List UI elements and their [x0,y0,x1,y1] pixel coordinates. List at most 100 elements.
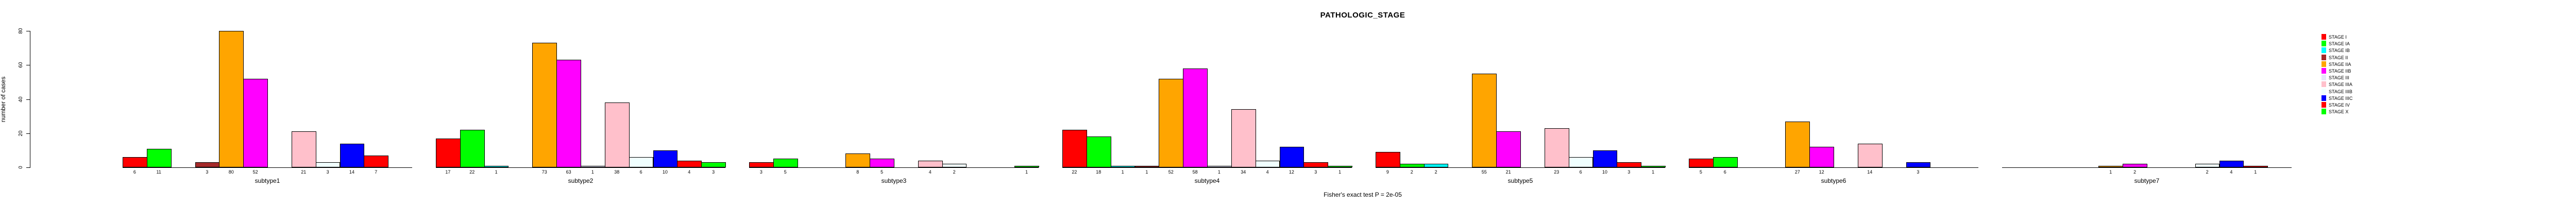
bar-value-label: 6 [639,169,642,175]
bar-subtype4-stage-iiic [1279,147,1304,167]
bar-value-label: 12 [1819,169,1824,175]
bar-subtype6-stage-iia [1785,122,1810,167]
x-axis-segment [436,167,725,168]
bar-value-label: 21 [301,169,307,175]
bar-value-label: 5 [880,169,884,175]
bar-subtype5-stage-ib [1423,164,1449,167]
legend-label: STAGE IV [2329,102,2350,108]
x-axis-group-label: subtype1 [255,177,280,184]
bar-subtype1-stage-iiia [291,131,316,167]
legend-label: STAGE IIIA [2329,82,2352,88]
bar-subtype2-stage-iib [556,60,581,167]
bar-value-label: 1 [1145,169,1148,175]
bar-subtype4-stage-ia [1086,136,1111,167]
bar-subtype1-stage-ia [146,149,172,167]
bar-value-label: 2 [1434,169,1437,175]
legend-swatch [2321,34,2326,40]
legend-label: STAGE X [2329,109,2349,115]
bar-value-label: 1 [495,169,498,175]
bar-subtype2-stage-iv [677,161,702,167]
x-axis-group-label: subtype2 [568,177,594,184]
legend-swatch [2321,68,2326,74]
bar-subtype4-stage-x [1328,166,1352,167]
bar-subtype4-stage-iii [1207,166,1232,167]
bar-value-label: 9 [1386,169,1389,175]
bar-subtype3-stage-ia [773,159,798,167]
bar-subtype4-stage-iiia [1231,109,1256,167]
bar-value-label: 1 [1652,169,1655,175]
legend-swatch [2321,61,2326,67]
bar-value-label: 2 [2133,169,2137,175]
bar-value-label: 7 [375,169,378,175]
bar-value-label: 3 [712,169,715,175]
bar-subtype3-stage-i [749,162,774,167]
bar-value-label: 52 [1168,169,1174,175]
x-axis-group-label: subtype7 [2134,177,2160,184]
legend-swatch [2321,88,2326,94]
y-axis-label: number of cases [0,76,7,123]
legend-label: STAGE II [2329,55,2348,60]
bar-value-label: 1 [1338,169,1342,175]
bar-value-label: 5 [1699,169,1702,175]
y-axis-tick [26,99,30,100]
legend-label: STAGE IIIB [2329,89,2352,94]
bar-subtype2-stage-ib [484,166,509,167]
x-axis-group-label: subtype4 [1194,177,1220,184]
bar-subtype1-stage-iiib [315,162,341,167]
bar-subtype2-stage-iia [532,43,557,167]
bar-subtype4-stage-ii [1134,166,1160,167]
bar-value-label: 12 [1289,169,1294,175]
bar-value-label: 52 [252,169,258,175]
bar-subtype5-stage-ia [1399,164,1425,167]
chart-title: PATHOLOGIC_STAGE [1320,11,1405,20]
legend-label: STAGE IB [2329,48,2350,54]
legend-swatch [2321,102,2326,108]
bar-value-label: 3 [326,169,329,175]
bar-subtype3-stage-iib [870,159,894,167]
bar-value-label: 4 [1266,169,1269,175]
bar-value-label: 55 [1481,169,1487,175]
bar-value-label: 5 [784,169,787,175]
bar-value-label: 10 [1602,169,1607,175]
bar-subtype3-stage-iiib [942,164,967,167]
bar-value-label: 27 [1794,169,1800,175]
bar-subtype6-stage-iiic [1906,162,1931,167]
bar-value-label: 1 [1121,169,1124,175]
x-axis-segment [1062,167,1352,168]
bar-subtype4-stage-iiib [1255,161,1280,167]
y-axis-tick [26,167,30,168]
legend-swatch [2321,81,2326,88]
bar-subtype4-stage-iib [1183,68,1208,167]
legend-label: STAGE IIIC [2329,95,2353,101]
bar-subtype5-stage-iia [1472,74,1497,167]
bar-value-label: 3 [1314,169,1317,175]
bar-value-label: 34 [1241,169,1246,175]
bar-subtype1-stage-ii [195,162,220,167]
bar-subtype7-stage-iib [2123,164,2147,167]
bar-subtype5-stage-iiic [1592,150,1618,167]
bar-value-label: 6 [1579,169,1582,175]
bar-value-label: 21 [1505,169,1511,175]
x-axis-segment [2002,167,2292,168]
bar-subtype5-stage-iv [1617,162,1642,167]
bar-subtype1-stage-iiic [340,144,365,167]
y-axis-tick-label: 20 [18,130,24,136]
bar-value-label: 1 [1025,169,1028,175]
bar-value-label: 3 [206,169,209,175]
bar-subtype3-stage-x [1014,166,1039,167]
bar-subtype1-stage-iia [219,31,244,167]
y-axis-tick-label: 0 [18,166,24,169]
bar-subtype5-stage-iib [1496,131,1521,167]
legend-label: STAGE III [2329,75,2349,81]
bar-value-label: 58 [1192,169,1198,175]
bar-subtype4-stage-i [1062,130,1087,167]
x-axis-group-label: subtype5 [1507,177,1533,184]
bar-value-label: 14 [349,169,354,175]
bar-value-label: 6 [133,169,136,175]
bar-value-label: 1 [591,169,594,175]
bar-subtype4-stage-iv [1303,162,1329,167]
bar-subtype6-stage-iib [1809,147,1834,167]
bar-subtype5-stage-i [1376,152,1400,167]
bar-subtype1-stage-i [123,157,147,167]
